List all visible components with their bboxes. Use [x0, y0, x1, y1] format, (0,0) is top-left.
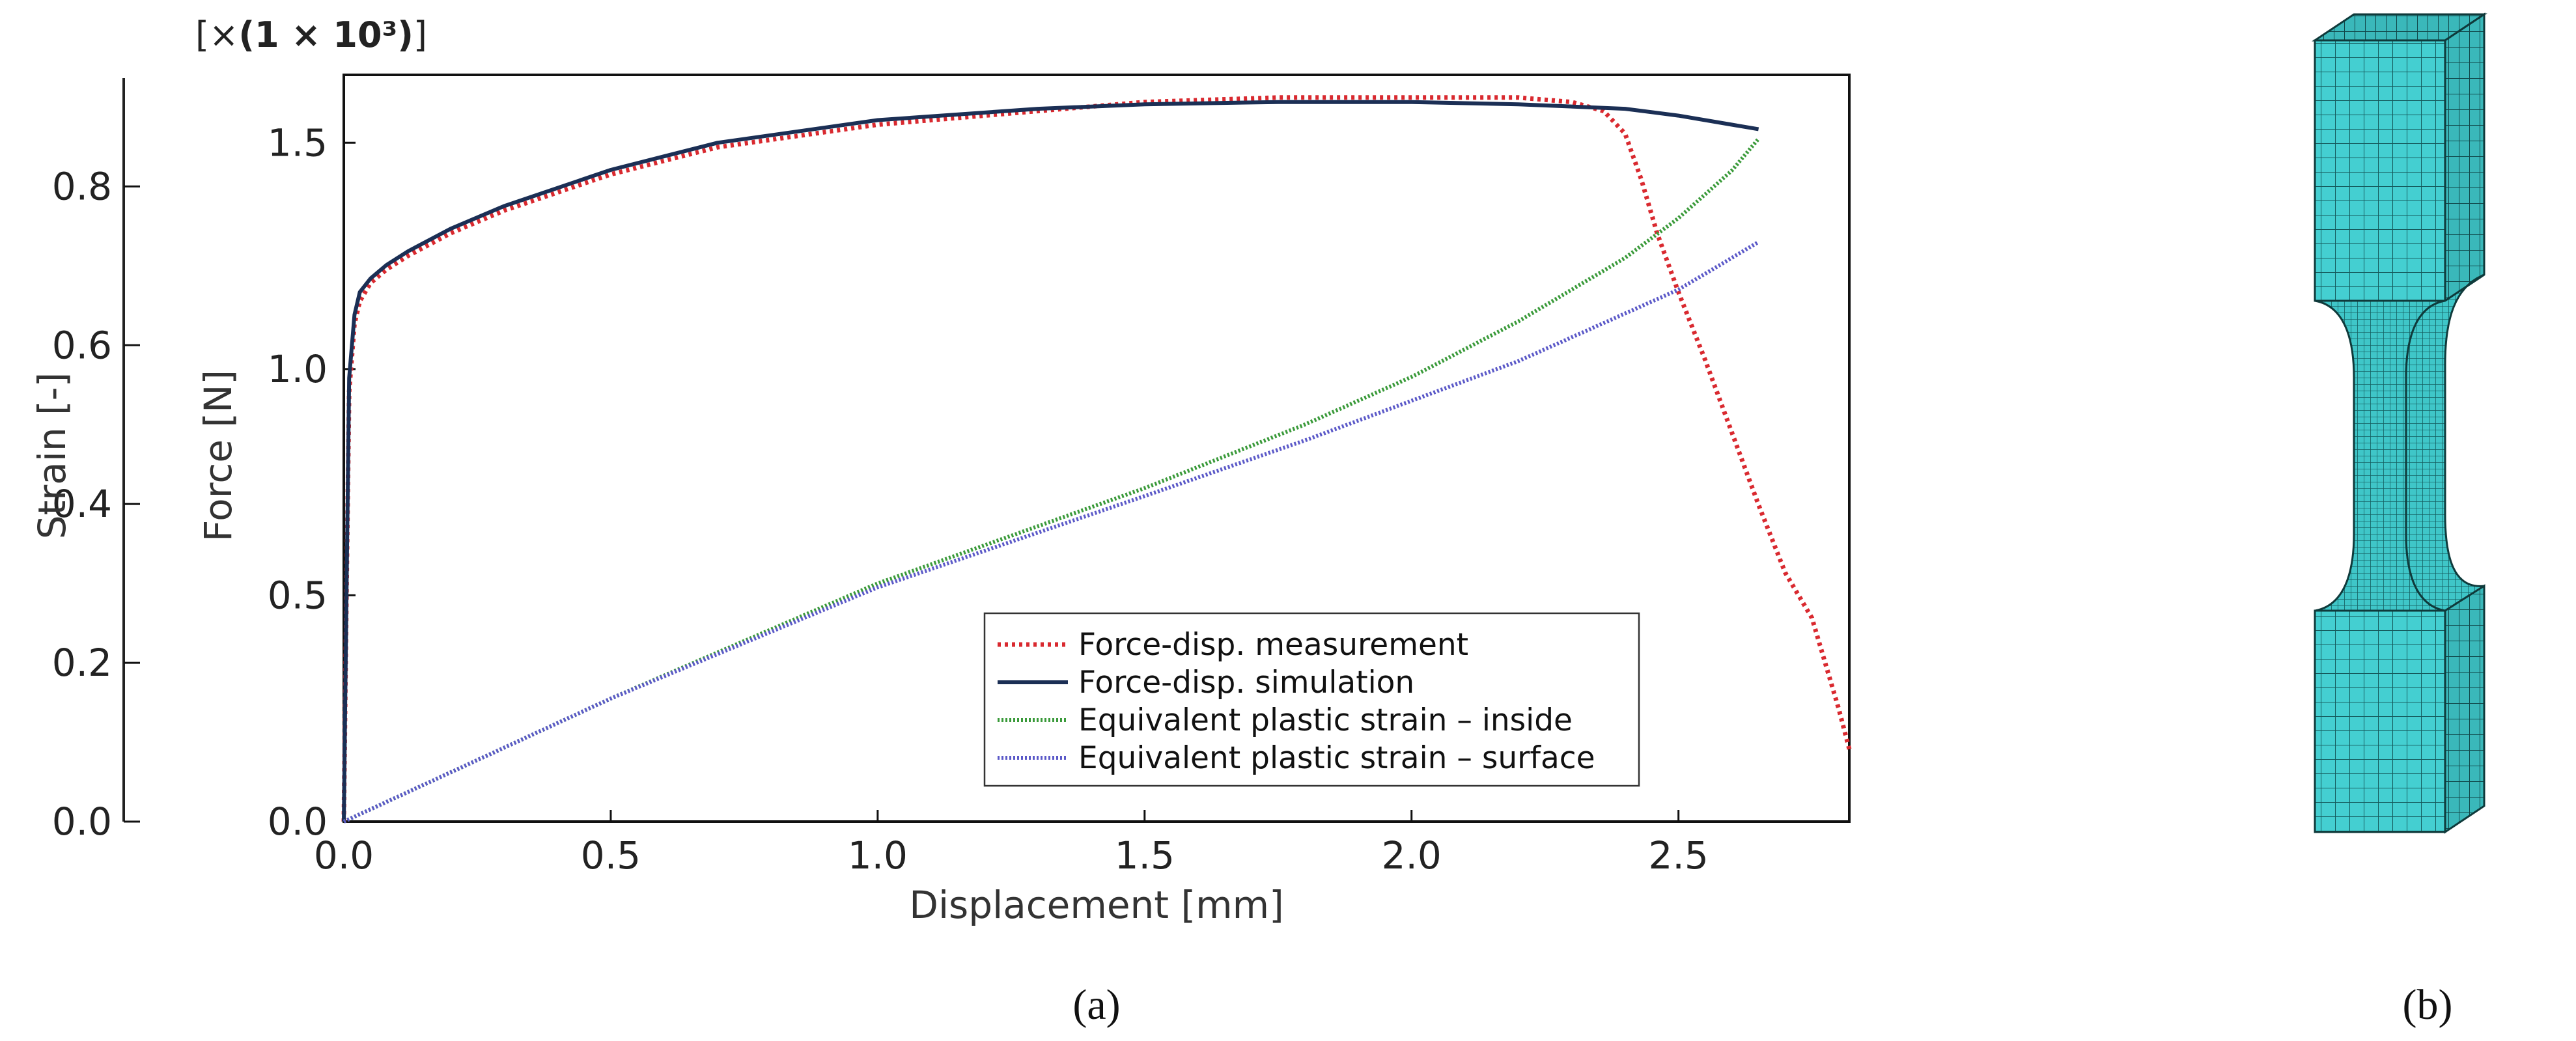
strain-tick-label: 0.6	[52, 323, 112, 367]
plot-frame	[343, 74, 1851, 823]
strain-tick-label: 0.2	[52, 641, 112, 685]
force-tick-label: 1.5	[268, 120, 328, 165]
panel-label-b: (b)	[2403, 981, 2453, 1029]
strain-axis: 0.0 0.2 0.4 0.6 0.8 Strain [-]	[30, 78, 140, 844]
force-multiplier-prefix: [×	[195, 14, 238, 55]
series-line-3	[343, 137, 1760, 824]
legend-label-2: Force-disp. simulation	[1078, 665, 1414, 701]
legend-label-1: Force-disp. measurement	[1078, 627, 1468, 663]
series-line-2	[342, 100, 1759, 822]
mesh-neck-side	[2405, 273, 2485, 612]
force-tick-label: 1.0	[268, 347, 328, 391]
mesh-upper-grip-side	[2444, 12, 2485, 303]
x-tick-label: 2.0	[1382, 833, 1442, 878]
force-axis-title: Force [N]	[196, 370, 240, 542]
series-line-4	[343, 240, 1760, 824]
mesh-upper-grip-front	[2314, 39, 2446, 302]
strain-axis-title: Strain [-]	[30, 372, 74, 539]
x-tick-label: 2.5	[1649, 833, 1709, 878]
panel-label-a: (a)	[1072, 981, 1120, 1029]
mesh-lower-grip-front	[2314, 609, 2446, 833]
strain-tick-label: 0.8	[52, 164, 112, 208]
force-tick-label: 0.5	[268, 573, 328, 617]
force-multiplier-bold: (1 × 10³)	[238, 14, 413, 55]
series-line-1	[341, 95, 1852, 822]
force-tick-label: 0.0	[268, 799, 328, 844]
legend-box	[983, 612, 1640, 787]
force-multiplier: [×(1 × 10³)]	[195, 14, 427, 55]
x-tick-label: 0.0	[314, 833, 374, 878]
x-tick-label: 1.0	[848, 833, 908, 878]
x-axis-title: Displacement [mm]	[909, 883, 1283, 927]
strain-tick-label: 0.0	[52, 799, 112, 844]
x-tick-label: 0.5	[581, 833, 641, 878]
legend-label-3: Equivalent plastic strain – inside	[1078, 702, 1573, 738]
strain-tick-label: 0.4	[52, 482, 112, 526]
x-tick-label: 1.5	[1115, 833, 1175, 878]
legend-label-4: Equivalent plastic strain – surface	[1078, 740, 1595, 776]
specimen-mesh-image	[2312, 12, 2487, 834]
force-multiplier-suffix: ]	[413, 14, 427, 55]
mesh-lower-grip-side	[2444, 584, 2485, 834]
